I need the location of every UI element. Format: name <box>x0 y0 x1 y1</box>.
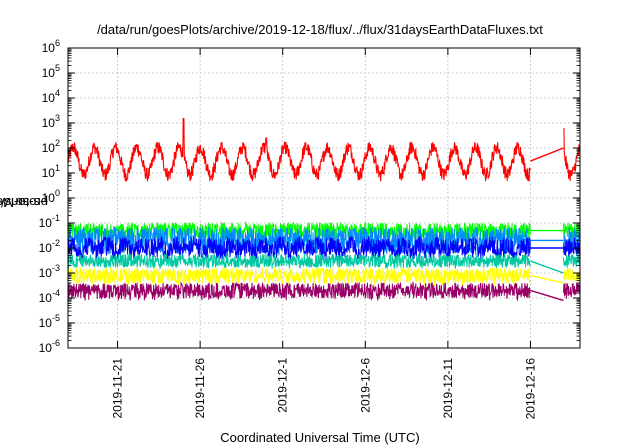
y-tick-label: 10-3 <box>39 263 60 280</box>
x-tick-label: 2019-12-1 <box>276 358 290 413</box>
y-tick-label: 10-5 <box>39 313 60 330</box>
y-tick-label: 106 <box>42 38 60 55</box>
x-axis-label: Coordinated Universal Time (UTC) <box>220 430 420 445</box>
series-line <box>563 237 581 259</box>
series-line <box>67 252 531 270</box>
y-tick-label: 105 <box>42 63 60 80</box>
series-gap-bridge <box>530 147 564 162</box>
y-tick-label: 102 <box>42 138 60 155</box>
x-tick-label: 2019-12-6 <box>358 358 372 413</box>
y-tick-label: 101 <box>42 163 60 180</box>
x-tick-label: 2019-12-16 <box>523 358 537 420</box>
series-line <box>563 282 581 299</box>
y-axis: 10-610-510-410-310-210-11001011021031041… <box>39 38 580 355</box>
series-line <box>67 235 531 261</box>
series-line <box>563 254 581 268</box>
series-line <box>563 127 581 181</box>
series-line <box>563 267 581 283</box>
series-layer <box>67 118 581 302</box>
y-tick-label: 10-2 <box>39 238 60 255</box>
series-gap-bridge <box>530 289 564 302</box>
x-tick-label: 2019-12-11 <box>441 358 455 419</box>
y-tick-label: 10-4 <box>39 288 60 305</box>
y-tick-label: 10-6 <box>39 338 60 355</box>
grid <box>68 47 580 349</box>
y-tick-label: 103 <box>42 113 60 130</box>
series-gap-bridge <box>530 260 564 274</box>
series-gap-bridge <box>530 274 564 284</box>
chart-title: /data/run/goesPlots/archive/2019-12-18/f… <box>97 22 543 37</box>
x-tick-label: 2019-11-26 <box>193 358 207 419</box>
y-tick-label: 10-1 <box>39 213 60 230</box>
y-tick-label: 104 <box>42 88 60 105</box>
series-line <box>67 266 531 288</box>
x-axis: 2019-11-21 2019-11-26 2019-12-1 2019-12-6 20… <box>111 48 537 420</box>
series-line <box>67 118 531 183</box>
series-line <box>67 281 531 302</box>
x-tick-label: 2019-11-21 <box>111 358 125 419</box>
